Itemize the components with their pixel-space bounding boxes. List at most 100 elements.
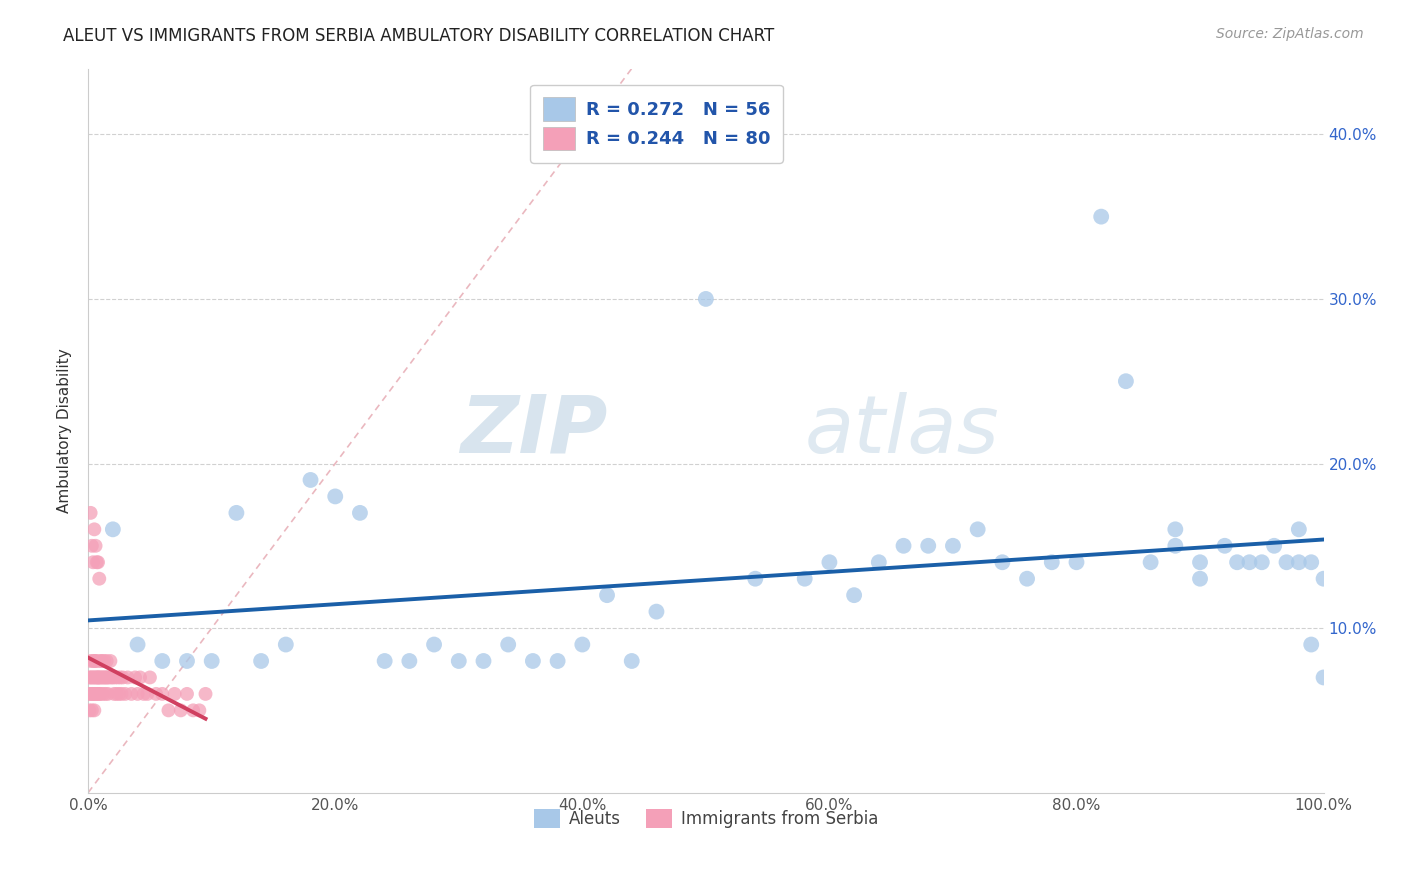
Point [84, 539, 107, 553]
Point [349, 506, 371, 520]
Text: ALEUT VS IMMIGRANTS FROM SERBIA AMBULATORY DISABILITY CORRELATION CHART: ALEUT VS IMMIGRANTS FROM SERBIA AMBULATO… [63, 27, 775, 45]
Point [86, 670, 108, 684]
Point [89, 572, 111, 586]
Point [1312, 670, 1334, 684]
Point [398, 654, 420, 668]
Point [87, 670, 110, 684]
Point [176, 654, 198, 668]
Point [1263, 539, 1285, 553]
Point [80, 539, 103, 553]
Point [1066, 555, 1088, 569]
Point [83, 703, 105, 717]
Point [1275, 555, 1298, 569]
Point [84, 670, 107, 684]
Point [91, 687, 114, 701]
Point [96, 670, 118, 684]
Point [547, 654, 569, 668]
Point [1288, 555, 1310, 569]
Point [150, 654, 173, 668]
Point [1239, 555, 1261, 569]
Point [84, 654, 107, 668]
Point [157, 703, 180, 717]
Point [127, 638, 149, 652]
Point [893, 539, 915, 553]
Point [1139, 555, 1161, 569]
Point [496, 638, 519, 652]
Point [1288, 522, 1310, 536]
Point [145, 687, 167, 701]
Text: atlas: atlas [804, 392, 1000, 469]
Point [163, 687, 186, 701]
Point [86, 654, 108, 668]
Point [97, 687, 120, 701]
Point [83, 687, 105, 701]
Point [86, 555, 108, 569]
Point [170, 703, 193, 717]
Point [104, 670, 127, 684]
Point [79, 654, 101, 668]
Text: Source: ZipAtlas.com: Source: ZipAtlas.com [1216, 27, 1364, 41]
Point [94, 670, 117, 684]
Point [90, 654, 112, 668]
Point [89, 687, 111, 701]
Point [111, 670, 134, 684]
Point [250, 654, 273, 668]
Point [117, 670, 139, 684]
Point [79, 703, 101, 717]
Point [89, 687, 111, 701]
Point [79, 670, 101, 684]
Point [645, 605, 668, 619]
Point [1115, 374, 1137, 388]
Point [274, 638, 297, 652]
Point [100, 670, 122, 684]
Point [86, 687, 108, 701]
Point [1250, 555, 1272, 569]
Point [1040, 555, 1063, 569]
Point [1090, 210, 1112, 224]
Point [79, 687, 101, 701]
Point [107, 670, 129, 684]
Point [1189, 572, 1212, 586]
Point [1301, 638, 1323, 652]
Point [120, 687, 142, 701]
Point [80, 670, 103, 684]
Point [181, 703, 204, 717]
Point [1226, 555, 1249, 569]
Y-axis label: Ambulatory Disability: Ambulatory Disability [58, 348, 72, 513]
Point [82, 687, 104, 701]
Point [323, 490, 346, 504]
Point [136, 687, 159, 701]
Point [82, 670, 104, 684]
Point [150, 687, 173, 701]
Point [132, 687, 155, 701]
Point [90, 670, 112, 684]
Point [110, 687, 132, 701]
Point [96, 654, 118, 668]
Point [94, 687, 117, 701]
Point [105, 687, 128, 701]
Point [98, 670, 121, 684]
Point [695, 292, 717, 306]
Point [1015, 572, 1038, 586]
Point [108, 687, 131, 701]
Point [83, 670, 105, 684]
Point [80, 687, 103, 701]
Point [201, 654, 224, 668]
Point [1213, 539, 1236, 553]
Point [299, 473, 322, 487]
Point [793, 572, 815, 586]
Point [80, 703, 103, 717]
Point [89, 670, 111, 684]
Point [472, 654, 495, 668]
Point [93, 654, 115, 668]
Point [194, 687, 217, 701]
Point [82, 654, 104, 668]
Point [447, 654, 470, 668]
Point [744, 572, 766, 586]
Point [103, 687, 125, 701]
Point [868, 555, 890, 569]
Point [79, 687, 101, 701]
Point [91, 670, 114, 684]
Point [620, 654, 643, 668]
Point [942, 539, 965, 553]
